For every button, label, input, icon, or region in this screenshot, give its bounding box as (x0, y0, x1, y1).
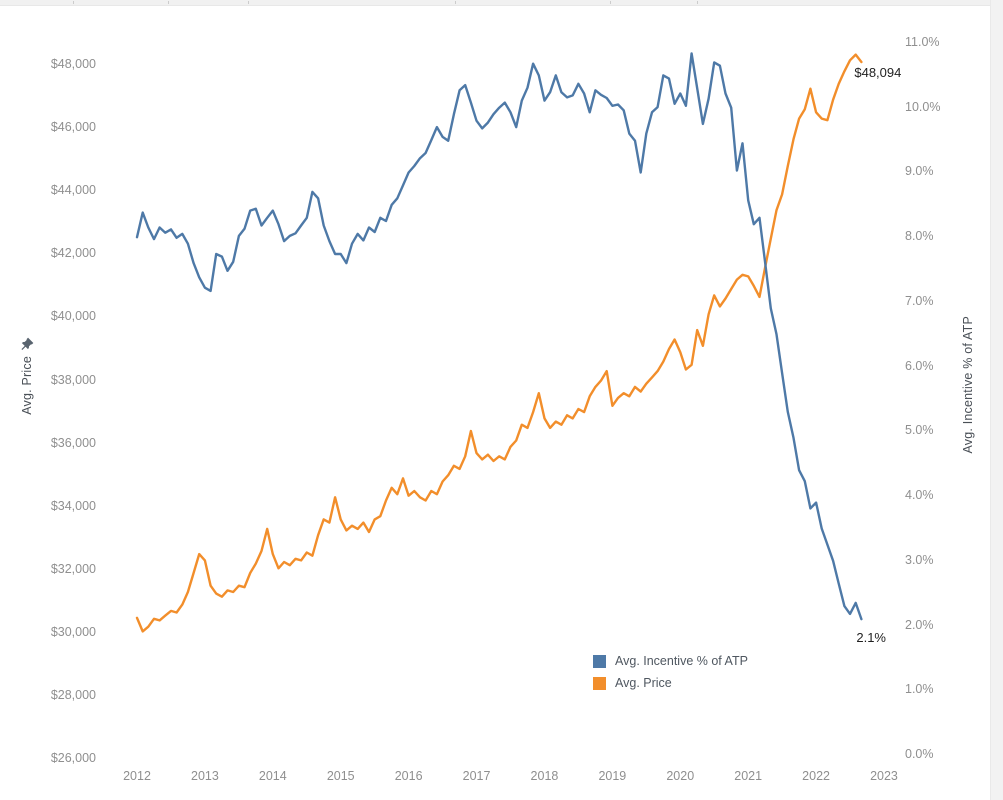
pin-icon[interactable] (20, 336, 35, 351)
x-tick-label: 2015 (326, 769, 355, 783)
right-tick-label: 9.0% (905, 164, 934, 179)
right-tick-label: 0.0% (905, 747, 934, 761)
top-strip-mark (168, 1, 169, 4)
left-tick-label: $34,000 (50, 498, 96, 513)
scrollbar[interactable] (990, 0, 1003, 800)
top-strip-mark (697, 1, 698, 4)
price-end-annotation: $48,094 (854, 65, 902, 81)
avg-price-line[interactable] (135, 53, 863, 633)
right-tick-label: 3.0% (905, 552, 934, 567)
x-tick-label: 2016 (394, 769, 423, 783)
right-tick-label: 8.0% (905, 229, 934, 244)
top-edge-strip (0, 0, 1003, 6)
legend-label-price: Avg. Price (615, 676, 672, 690)
left-tick-label: $48,000 (50, 57, 96, 71)
left-tick-label: $32,000 (50, 561, 96, 576)
x-tick-label: 2021 (734, 769, 763, 783)
legend-swatch-price (593, 676, 606, 690)
legend-item-incentive[interactable]: Avg. Incentive % of ATP (593, 650, 748, 672)
top-strip-mark (455, 1, 456, 4)
left-tick-label: $38,000 (50, 372, 96, 387)
right-tick-label: 4.0% (905, 488, 934, 503)
x-tick-label: 2022 (802, 769, 830, 783)
incentive-end-annotation: 2.1% (856, 630, 886, 646)
left-tick-label: $28,000 (50, 688, 96, 703)
legend-swatch-incentive (593, 654, 606, 668)
x-tick-label: 2014 (258, 769, 287, 783)
left-tick-label: $26,000 (50, 751, 96, 766)
left-tick-label: $36,000 (50, 435, 96, 450)
x-tick-label: 2017 (462, 769, 491, 783)
left-tick-label: $30,000 (50, 625, 96, 639)
x-tick-label: 2023 (870, 769, 898, 783)
right-tick-label: 7.0% (905, 293, 934, 308)
left-tick-label: $42,000 (50, 246, 96, 261)
right-tick-label: 2.0% (905, 617, 934, 632)
top-strip-mark (248, 1, 249, 4)
left-tick-label: $46,000 (50, 120, 96, 135)
right-tick-label: 6.0% (905, 358, 934, 373)
left-tick-label: $44,000 (50, 183, 96, 198)
right-tick-label: 1.0% (905, 682, 934, 697)
right-tick-label: 5.0% (905, 423, 934, 438)
top-strip-mark (610, 1, 611, 4)
legend-label-incentive: Avg. Incentive % of ATP (615, 654, 748, 668)
right-axis-title: Avg. Incentive % of ATP (961, 316, 975, 454)
legend-item-price[interactable]: Avg. Price (593, 672, 748, 694)
top-strip-mark (73, 1, 74, 4)
x-tick-label: 2019 (598, 769, 627, 783)
incentive-pct-line[interactable] (135, 52, 863, 621)
left-axis-title-box: Avg. Price (16, 336, 38, 415)
right-tick-label: 11.0% (905, 35, 940, 49)
legend: Avg. Incentive % of ATP Avg. Price (593, 650, 748, 694)
x-tick-label: 2020 (666, 769, 695, 783)
x-tick-label: 2012 (123, 769, 151, 783)
x-tick-label: 2013 (191, 769, 219, 783)
right-tick-label: 10.0% (905, 99, 941, 114)
x-tick-label: 2018 (530, 769, 559, 783)
left-tick-label: $40,000 (50, 309, 96, 324)
